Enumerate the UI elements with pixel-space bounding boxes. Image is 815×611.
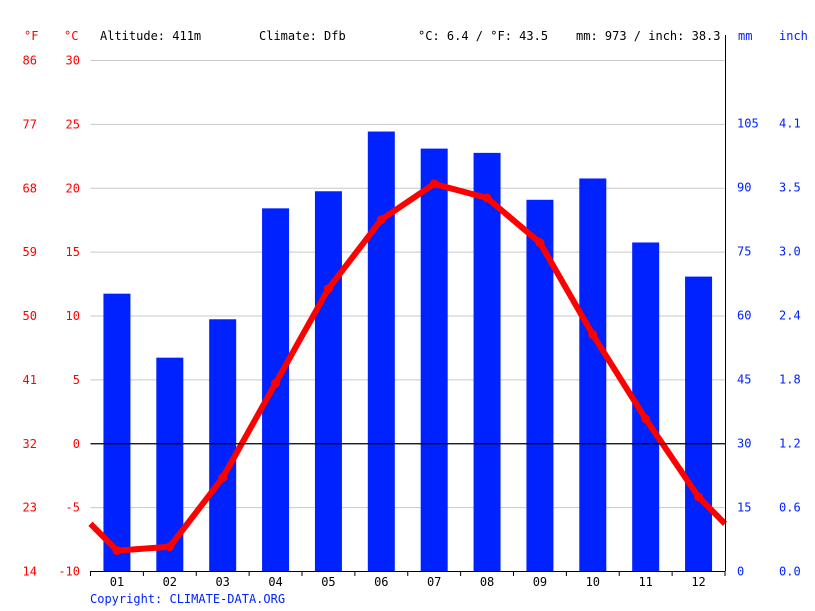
mm-tick-label: 60 bbox=[737, 309, 751, 323]
month-label: 04 bbox=[268, 575, 282, 589]
fahrenheit-tick-label: 86 bbox=[23, 54, 37, 68]
inch-tick-label: 2.4 bbox=[779, 309, 801, 323]
temperature-point bbox=[694, 492, 704, 502]
inch-tick-label: 0.0 bbox=[779, 565, 801, 579]
temperature-point bbox=[218, 473, 228, 483]
precipitation-bar bbox=[262, 208, 290, 572]
celsius-tick-label: -5 bbox=[66, 501, 80, 515]
mm-tick-label: 75 bbox=[737, 245, 751, 259]
celsius-tick-label: -10 bbox=[58, 565, 80, 579]
avg-temp-label: °C: 6.4 / °F: 43.5 bbox=[418, 29, 548, 43]
inch-tick-label: 0.6 bbox=[779, 501, 801, 515]
celsius-tick-label: 20 bbox=[66, 181, 80, 195]
temperature-point bbox=[588, 330, 598, 340]
celsius-unit-label: °C bbox=[64, 29, 78, 43]
mm-tick-label: 90 bbox=[737, 181, 751, 195]
temperature-point bbox=[641, 414, 651, 424]
precip-total-label: mm: 973 / inch: 38.3 bbox=[576, 29, 721, 43]
fahrenheit-unit-label: °F bbox=[24, 29, 38, 43]
temperature-point bbox=[376, 215, 386, 225]
month-label: 07 bbox=[427, 575, 441, 589]
month-label: 10 bbox=[586, 575, 600, 589]
fahrenheit-tick-label: 68 bbox=[23, 181, 37, 195]
month-label: 05 bbox=[321, 575, 335, 589]
precipitation-bar bbox=[473, 152, 501, 571]
temperature-point bbox=[323, 284, 333, 294]
inch-tick-label: 3.0 bbox=[779, 245, 801, 259]
inch-tick-label: 1.2 bbox=[779, 437, 801, 451]
mm-tick-label: 15 bbox=[737, 501, 751, 515]
celsius-tick-label: 25 bbox=[66, 117, 80, 131]
fahrenheit-tick-label: 59 bbox=[23, 245, 37, 259]
fahrenheit-tick-label: 50 bbox=[23, 309, 37, 323]
celsius-tick-label: 30 bbox=[66, 54, 80, 68]
precipitation-bar bbox=[103, 293, 131, 571]
precipitation-bar bbox=[314, 191, 342, 571]
temperature-point bbox=[271, 378, 281, 388]
mm-unit-label: mm bbox=[738, 29, 752, 43]
fahrenheit-tick-label: 77 bbox=[23, 117, 37, 131]
mm-tick-label: 45 bbox=[737, 373, 751, 387]
mm-tick-label: 105 bbox=[737, 117, 759, 131]
inch-tick-label: 1.8 bbox=[779, 373, 801, 387]
fahrenheit-tick-label: 32 bbox=[23, 437, 37, 451]
mm-tick-label: 0 bbox=[737, 565, 744, 579]
mm-tick-label: 30 bbox=[737, 437, 751, 451]
precipitation-bar bbox=[209, 319, 237, 571]
precipitation-bar bbox=[420, 148, 448, 571]
altitude-label: Altitude: 411m bbox=[100, 29, 201, 43]
inch-tick-label: 3.5 bbox=[779, 181, 801, 195]
climate-label: Climate: Dfb bbox=[259, 29, 346, 43]
celsius-tick-label: 0 bbox=[73, 437, 80, 451]
celsius-tick-label: 10 bbox=[66, 309, 80, 323]
celsius-tick-label: 15 bbox=[66, 245, 80, 259]
month-label: 06 bbox=[374, 575, 388, 589]
fahrenheit-tick-label: 41 bbox=[23, 373, 37, 387]
temperature-point bbox=[535, 238, 545, 248]
month-label: 11 bbox=[638, 575, 652, 589]
temperature-point bbox=[429, 179, 439, 189]
precipitation-bar bbox=[685, 276, 713, 571]
temperature-line bbox=[88, 180, 728, 554]
temperature-point bbox=[165, 542, 175, 552]
celsius-tick-label: 5 bbox=[73, 373, 80, 387]
precipitation-bar bbox=[367, 131, 395, 572]
month-label: 12 bbox=[691, 575, 705, 589]
inch-unit-label: inch bbox=[779, 29, 808, 43]
fahrenheit-tick-label: 23 bbox=[23, 501, 37, 515]
month-label: 01 bbox=[110, 575, 124, 589]
month-label: 09 bbox=[533, 575, 547, 589]
month-label: 02 bbox=[163, 575, 177, 589]
temperature-point bbox=[112, 546, 122, 556]
fahrenheit-tick-label: 14 bbox=[23, 565, 37, 579]
precipitation-bar bbox=[579, 178, 607, 571]
month-label: 03 bbox=[215, 575, 229, 589]
month-label: 08 bbox=[480, 575, 494, 589]
inch-tick-label: 4.1 bbox=[779, 117, 801, 131]
copyright-link[interactable]: Copyright: CLIMATE-DATA.ORG bbox=[90, 592, 285, 606]
temperature-point bbox=[482, 193, 492, 203]
